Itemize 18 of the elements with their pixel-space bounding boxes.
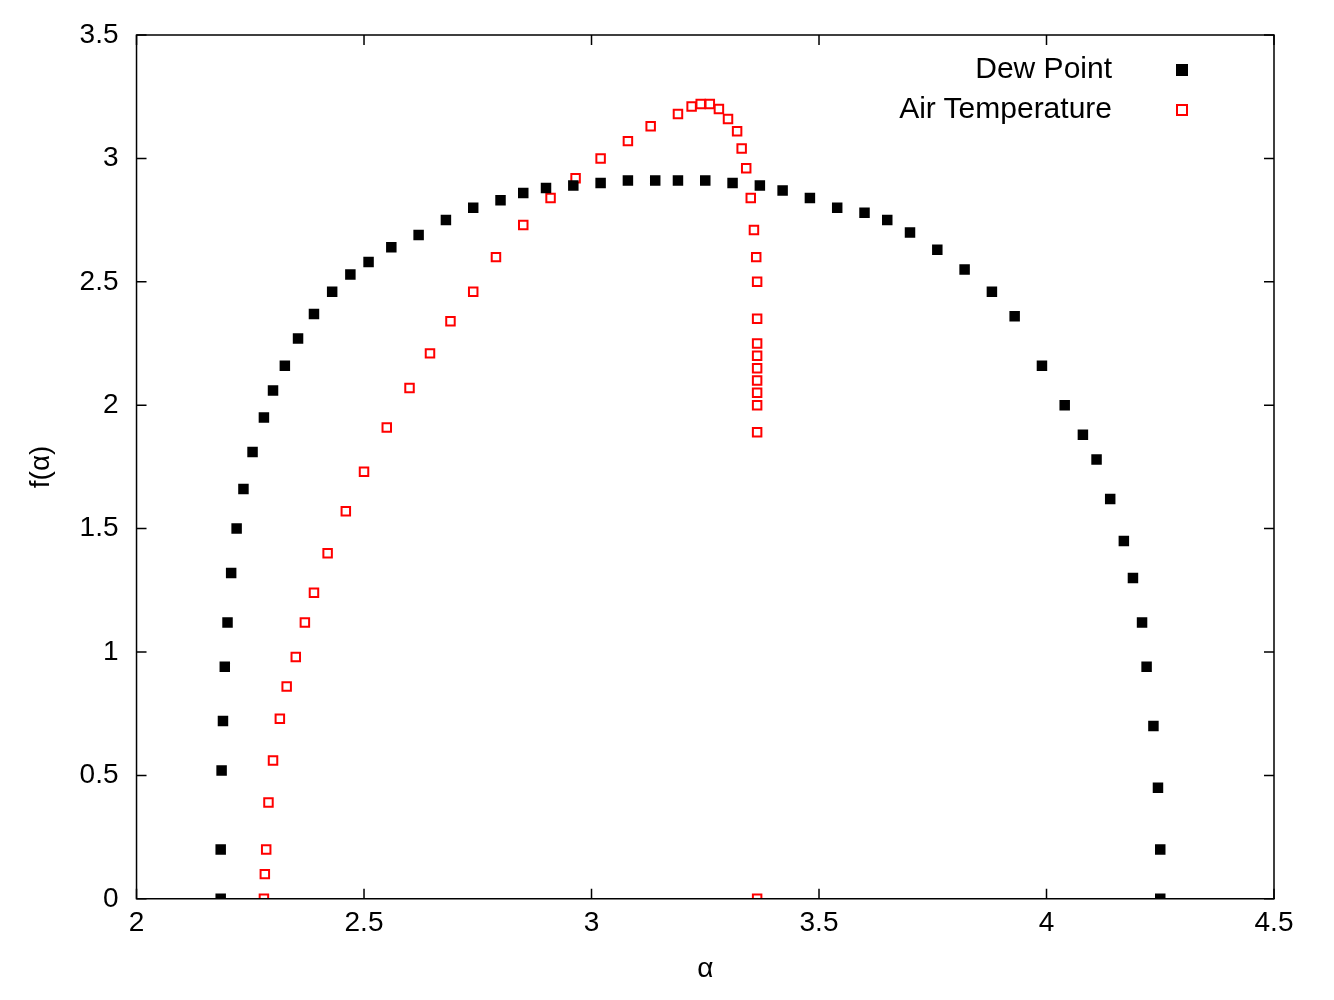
legend-label: Dew Point [975,51,1113,85]
y-tick-label: 3.5 [79,17,119,49]
x-tick-label: 3 [583,906,600,938]
y-tick-label: 0 [102,881,119,913]
x-tick-label: 2 [128,906,145,938]
x-tick-label: 2.5 [344,906,384,938]
y-tick-label: 2 [102,387,119,419]
y-tick-label: 3 [102,141,119,173]
y-tick-label: 1 [102,634,119,666]
x-tick-label: 4.5 [1254,906,1294,938]
x-axis-title: α [697,951,714,983]
legend-label: Air Temperature [899,91,1112,125]
y-tick-label: 0.5 [79,758,119,790]
x-tick-label: 4 [1038,906,1055,938]
y-tick-label: 2.5 [79,264,119,296]
y-tick-label: 1.5 [79,511,119,543]
x-tick-label: 3.5 [799,906,839,938]
y-axis-title: f(α) [23,445,55,489]
